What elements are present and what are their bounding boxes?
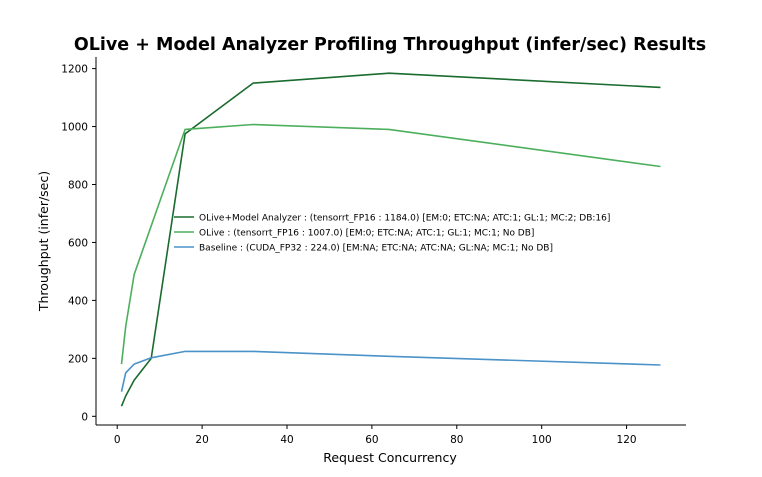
x-tick-label: 100 xyxy=(532,434,552,446)
y-tick-label: 1200 xyxy=(61,64,88,76)
legend-label-2: OLive : (tensorrt_FP16 : 1007.0) [EM:0; … xyxy=(199,229,534,239)
x-tick-label: 80 xyxy=(450,434,463,446)
legend-label-1: OLive+Model Analyzer : (tensorrt_FP16 : … xyxy=(199,214,610,224)
plot-area: 0 20 40 60 80 100 120020040060080010001200OLiv… xyxy=(61,57,686,446)
x-tick-label: 40 xyxy=(280,434,293,446)
legend-label-3: Baseline : (CUDA_FP32 : 224.0) [EM:NA; E… xyxy=(199,244,553,254)
series-line-2 xyxy=(120,123,661,365)
y-tick-label: 1000 xyxy=(61,122,88,134)
series-line-3 xyxy=(120,350,661,392)
series-line-1 xyxy=(120,72,661,407)
y-tick-label: 200 xyxy=(68,353,88,365)
x-tick-label: 120 xyxy=(617,434,637,446)
x-tick-label: 20 xyxy=(195,434,208,446)
x-tick-label: 0 xyxy=(114,434,121,446)
x-tick-label: 60 xyxy=(365,434,378,446)
y-tick-label: 600 xyxy=(68,237,88,249)
x-axis-label: Request Concurrency xyxy=(323,450,457,465)
chart-title: OLive + Model Analyzer Profiling Through… xyxy=(74,35,706,55)
y-tick-label: 400 xyxy=(68,295,88,307)
y-axis-label: Throughput (infer/sec) xyxy=(36,171,51,312)
y-tick-label: 0 xyxy=(81,411,88,423)
y-tick-label: 800 xyxy=(68,179,88,191)
